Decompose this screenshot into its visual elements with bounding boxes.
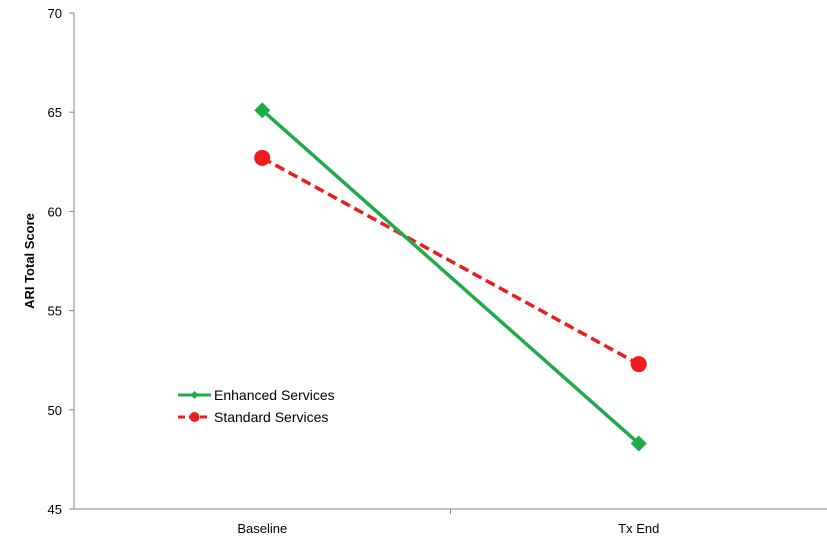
legend-marker: [189, 412, 200, 422]
y-tick-label: 65: [48, 105, 62, 120]
data-point: [254, 102, 271, 119]
series-line: [261, 156, 640, 366]
legend-label: Enhanced Services: [214, 387, 335, 403]
axes: 45 50 55 60 65 70 Baseline Tx End: [48, 6, 827, 536]
series-group: [254, 102, 647, 452]
legend-item: Enhanced Services: [178, 387, 335, 403]
series-standard-services: [254, 149, 647, 373]
legend-label: Standard Services: [214, 409, 328, 425]
data-point: [254, 149, 271, 166]
data-point: [630, 356, 647, 373]
series-enhanced-services: [254, 102, 647, 452]
x-tick-label: Baseline: [237, 521, 287, 536]
y-axis-title: ARI Total Score: [22, 213, 37, 309]
legend: Enhanced Services Standard Services: [178, 387, 335, 425]
y-tick-label: 45: [48, 502, 62, 517]
y-tick-label: 70: [48, 6, 62, 21]
y-tick-label: 55: [48, 304, 62, 319]
y-tick-label: 60: [48, 204, 62, 219]
legend-item: Standard Services: [178, 409, 328, 425]
series-line: [261, 108, 640, 445]
y-tick-label: 50: [48, 403, 62, 418]
data-point: [630, 435, 647, 452]
x-tick-label: Tx End: [618, 521, 659, 536]
legend-marker: [190, 391, 199, 399]
